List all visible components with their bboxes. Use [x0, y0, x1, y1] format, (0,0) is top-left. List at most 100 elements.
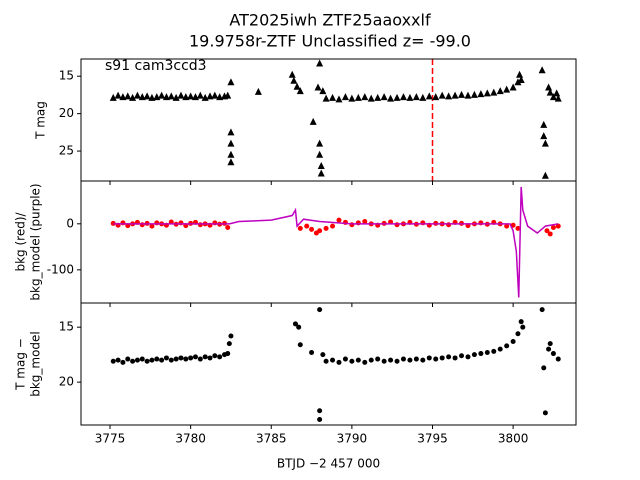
y-axis-label: bkg_model (purple) [29, 183, 43, 300]
point [254, 87, 262, 95]
point [293, 82, 301, 90]
point [550, 351, 556, 357]
point [139, 222, 145, 228]
point [420, 220, 426, 226]
point [119, 93, 127, 101]
point [393, 93, 401, 101]
point [336, 359, 342, 365]
point [154, 220, 160, 226]
point [330, 357, 336, 363]
point [309, 117, 317, 125]
point [541, 139, 549, 147]
y-tick-label: 20 [59, 106, 74, 120]
point [470, 90, 478, 98]
point [178, 355, 184, 361]
point [225, 351, 231, 357]
point [163, 355, 169, 361]
x-tick-label: 3780 [175, 432, 206, 446]
point [330, 223, 336, 229]
point [314, 83, 322, 91]
point [177, 91, 185, 99]
point [319, 87, 327, 95]
point [541, 365, 547, 371]
point [168, 357, 174, 363]
point [362, 359, 368, 365]
axes-frame [80, 180, 577, 304]
point [115, 357, 121, 363]
point [478, 351, 484, 357]
point [134, 357, 140, 363]
point [206, 92, 214, 100]
axes-frame [80, 58, 577, 182]
point [374, 93, 382, 101]
point [394, 358, 400, 364]
point [546, 88, 554, 96]
point [542, 410, 548, 416]
point [207, 355, 213, 361]
point [549, 93, 557, 101]
point [484, 349, 490, 355]
point [197, 356, 203, 362]
point [317, 228, 323, 234]
point [309, 349, 315, 355]
point [348, 94, 356, 102]
point [227, 150, 235, 158]
x-tick-label: 3795 [417, 432, 448, 446]
point [336, 217, 342, 223]
y-tick-label: 15 [59, 320, 74, 334]
point [387, 94, 395, 102]
point [211, 91, 219, 99]
point [317, 307, 323, 313]
point [516, 70, 524, 78]
point [225, 224, 231, 230]
model-line [113, 186, 559, 298]
point [432, 93, 440, 101]
point [178, 220, 184, 226]
point [144, 358, 150, 364]
point [541, 171, 549, 179]
point [368, 357, 374, 363]
point [228, 333, 234, 339]
point [129, 93, 137, 101]
point [138, 93, 146, 101]
point [297, 342, 303, 348]
point [148, 93, 156, 101]
point [227, 78, 235, 86]
point [317, 417, 323, 423]
point [149, 223, 155, 229]
point [159, 357, 165, 363]
chart-subtitle: 19.9758r-ZTF Unclassified z= -99.0 [189, 32, 471, 51]
point [540, 120, 548, 128]
point [517, 75, 525, 83]
point [143, 92, 151, 100]
point [555, 223, 561, 229]
point [497, 346, 503, 352]
y-axis-label: bkg_model [29, 331, 43, 397]
point [451, 91, 459, 99]
point [114, 91, 122, 99]
point [446, 354, 452, 360]
point [202, 354, 208, 360]
point [110, 358, 116, 364]
point [130, 358, 136, 364]
point [362, 219, 368, 225]
point [540, 132, 548, 140]
point [226, 341, 232, 347]
point [182, 93, 190, 101]
point [483, 89, 491, 97]
point [510, 338, 516, 344]
point [154, 356, 160, 362]
point [197, 222, 203, 228]
point [224, 91, 232, 99]
point [316, 59, 324, 67]
point [216, 93, 224, 101]
point [478, 220, 484, 226]
point [520, 324, 526, 330]
point [539, 307, 545, 313]
point [515, 331, 521, 337]
point [329, 93, 337, 101]
point [425, 92, 433, 100]
point [341, 93, 349, 101]
point [465, 354, 471, 360]
